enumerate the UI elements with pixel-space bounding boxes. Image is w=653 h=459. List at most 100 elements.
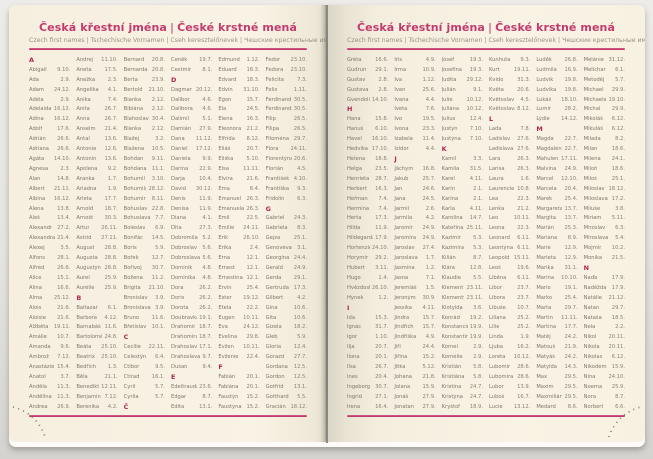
first-name: Kazimír: [441, 235, 461, 242]
name-day-row: Kateřina 25.11.: [442, 223, 483, 233]
name-day-date: 26.3.: [246, 205, 260, 212]
first-name: Hildegarda: [347, 235, 374, 242]
name-day-row: Ambrož 7.12.: [29, 352, 70, 362]
name-day-date: 20.1.: [246, 383, 260, 390]
name-day-row: Anatol 3.7.: [29, 372, 70, 382]
name-day-date: 23.5.: [375, 165, 389, 172]
name-day-row: Alma 25.12.: [29, 293, 70, 303]
name-day-row: Karolína 14.7.: [442, 214, 483, 224]
name-day-row: Bronislav 3.9.: [124, 293, 165, 303]
name-day-row: Leo 10.11.: [489, 214, 530, 224]
name-day-date: 2.3.: [60, 165, 71, 172]
first-name: Dobroslav: [170, 245, 198, 252]
first-name: Ctirad: [123, 373, 140, 380]
first-name: Nela: [583, 324, 596, 331]
first-name: Miloš: [583, 175, 597, 182]
name-day-row: Blahoslav 30.4.: [124, 114, 165, 124]
first-name: Františka: [265, 185, 290, 192]
name-day-row: Gejza 25.1.: [266, 233, 307, 243]
first-name: Marián: [536, 225, 555, 232]
first-name: Matylda: [536, 364, 557, 371]
name-day-row: Bohdana 11.1.: [124, 164, 165, 174]
name-day-row: Genovéva 3.1.: [266, 243, 307, 253]
name-day-date: 27.7.: [293, 354, 307, 361]
title-separator: |: [487, 21, 493, 34]
name-day-row: Drahomír 18.7.: [171, 322, 212, 332]
first-name: Alena: [29, 205, 44, 212]
name-day-row: Eugen 10.11.: [218, 313, 259, 323]
first-name: Adriana: [29, 146, 49, 153]
name-day-row: Jeremiáš 1.5.: [394, 283, 435, 293]
first-name: Ernestína: [218, 274, 243, 281]
first-name: Kristián: [441, 364, 462, 371]
name-day-date: 5.9.: [155, 245, 165, 252]
name-day-date: 18.10.: [561, 96, 578, 103]
name-day-date: 3.1.: [297, 245, 307, 252]
first-name: Bertold: [123, 86, 143, 93]
first-name: Antal: [76, 136, 90, 143]
name-day-row: Karina 2.1.: [442, 194, 483, 204]
first-name: Natálie: [583, 294, 602, 301]
name-day-row: Astrid 27.11.: [76, 233, 117, 243]
first-name: Herbert: [347, 185, 367, 192]
name-day-row: Ivona 23.3.: [394, 124, 435, 134]
first-name: Adolf: [29, 126, 43, 133]
name-day-date: 15.7.: [246, 96, 260, 103]
name-day-date: 4.2.: [425, 215, 436, 222]
name-day-row: Barnabáš 11.6.: [76, 322, 117, 332]
name-day-row: Gerda 29.1.: [266, 273, 307, 283]
name-day-row: Berta 23.9.: [124, 75, 165, 85]
name-day-date: 5.4.: [615, 235, 625, 242]
name-day-date: 2.12.: [151, 96, 165, 103]
name-day-row: Dobromila 5.2.: [171, 233, 212, 243]
first-name: Malvína: [536, 165, 557, 172]
name-day-row: Marián 25.3.: [536, 223, 577, 233]
name-day-row: Josefína 19.3.: [442, 65, 483, 75]
first-name: Fridolín: [265, 195, 285, 202]
name-day-date: 13.1.: [293, 383, 307, 390]
first-name: Eduard: [218, 66, 237, 73]
name-day-date: 6.1.: [107, 304, 118, 311]
name-day-row: Elfrída 8.12.: [218, 134, 259, 144]
name-day-date: 11.4.: [422, 136, 436, 143]
first-name: Michal: [583, 106, 601, 113]
first-name: Božena: [123, 274, 143, 281]
first-name: Blahoslav: [123, 116, 149, 123]
name-day-row: Anděla 11.3.: [29, 382, 70, 392]
first-name: Faustýna: [218, 403, 242, 410]
name-day-date: 12.9.: [564, 255, 578, 262]
name-day-date: 9.3.: [520, 56, 531, 63]
name-day-row: Augusta 28.8.: [76, 253, 117, 263]
name-day-date: 22.7.: [564, 136, 578, 143]
name-day-row: Andrej 11.10.: [76, 55, 117, 65]
name-day-row: Medard 8.6.: [536, 402, 577, 412]
name-day-row: Noema 25.9.: [584, 382, 625, 392]
name-day-date: 11.3.: [57, 393, 71, 400]
name-day-row: Berenika 4.2.: [76, 402, 117, 412]
name-day-row: Felicita 7.3.: [266, 75, 307, 85]
name-day-date: 21.6.: [57, 304, 71, 311]
first-name: Florián: [265, 165, 284, 172]
name-day-date: 27.9.: [199, 126, 213, 133]
first-name: Ines: [347, 373, 358, 380]
first-name: Albert: [29, 185, 45, 192]
name-day-date: 4.5.: [520, 96, 531, 103]
name-day-row: Klementýna23.11.: [442, 293, 483, 303]
name-day-date: 10.12.: [466, 106, 483, 113]
name-day-date: 19.11.: [53, 324, 71, 331]
name-day-date: 5.7.: [155, 383, 165, 390]
first-name: Irma: [394, 66, 407, 73]
first-name: Ester: [218, 294, 232, 301]
first-name: Doubravka: [170, 314, 198, 321]
name-day-row: Antonie 12.6.: [76, 144, 117, 154]
name-day-date: 16.12.: [53, 116, 71, 123]
name-day-row: Melichar 6.1.: [584, 65, 625, 75]
name-day-date: 21.1.: [104, 373, 118, 380]
name-day-date: 1.11.: [293, 86, 307, 93]
name-day-date: 15.2.: [422, 354, 436, 361]
first-name: Daniela: [170, 156, 191, 163]
name-day-date: 2.1.: [473, 185, 483, 192]
first-name: Blažej: [123, 136, 140, 143]
first-name: Kazimíra: [441, 245, 465, 252]
first-name: August: [76, 245, 95, 252]
